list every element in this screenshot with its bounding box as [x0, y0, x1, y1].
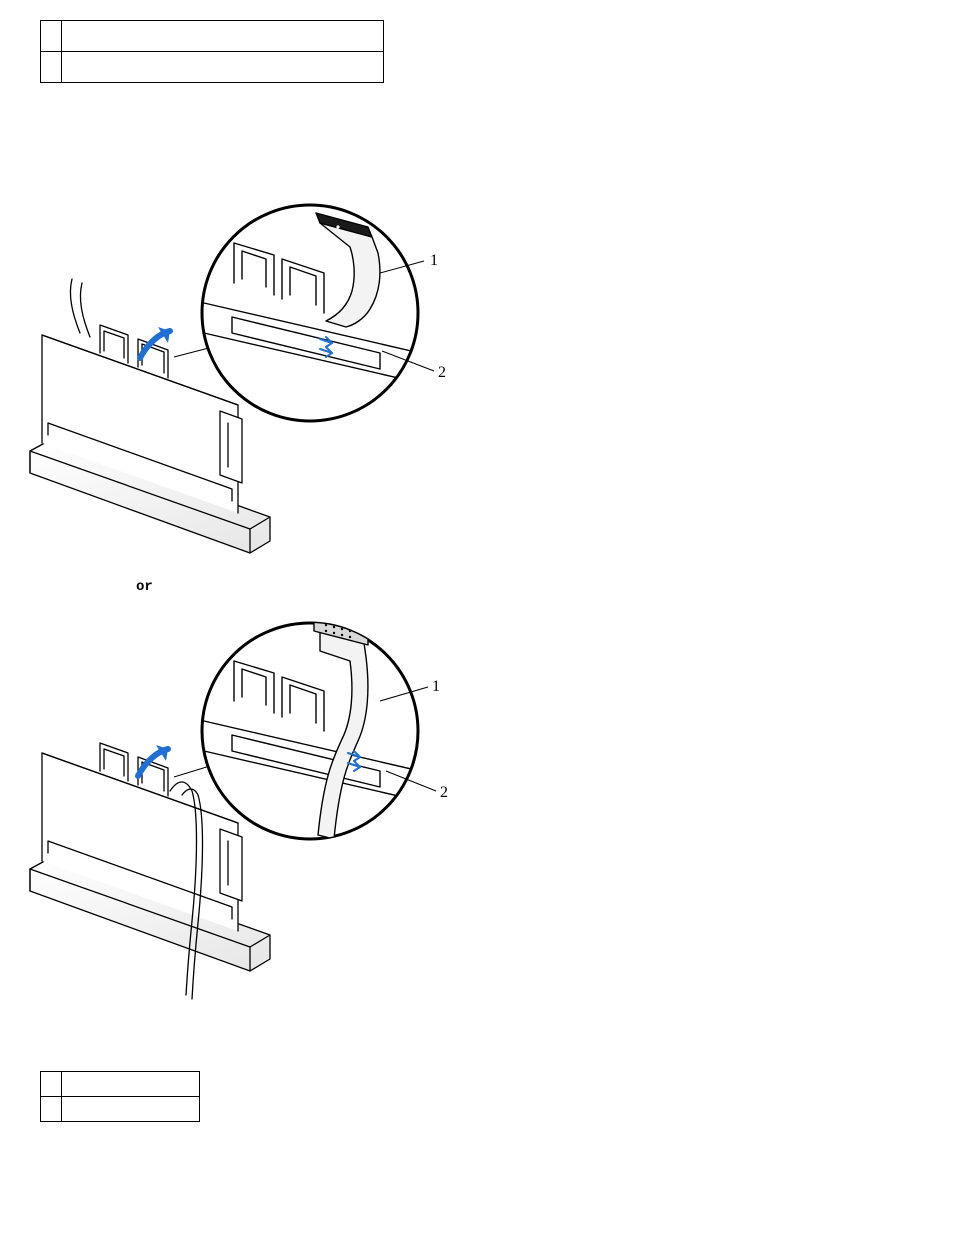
table-cell [41, 21, 62, 52]
callout-label: 1 [430, 252, 438, 269]
table-row [41, 52, 384, 83]
table-cell [62, 21, 384, 52]
figure-bottom: 1 2 [20, 601, 460, 1001]
callout-label: 2 [440, 784, 448, 801]
magnifier-inset [202, 611, 420, 839]
figure-top: 1 2 [20, 183, 460, 573]
callout-label: 2 [438, 364, 446, 381]
bottom-empty-table [40, 1071, 200, 1122]
or-separator: or [136, 579, 924, 595]
table-row [41, 1072, 200, 1097]
top-empty-table [40, 20, 384, 83]
table-row [41, 1097, 200, 1122]
table-cell [62, 52, 384, 83]
figure-top-svg: 1 2 [20, 183, 460, 573]
table-cell [62, 1097, 200, 1122]
table-cell [41, 1072, 62, 1097]
figure-bottom-svg: 1 2 [20, 601, 460, 1001]
table-row [41, 21, 384, 52]
table-cell [41, 52, 62, 83]
table-cell [41, 1097, 62, 1122]
table-cell [62, 1072, 200, 1097]
callout-label: 1 [432, 678, 440, 695]
figure-group: 1 2 or [40, 183, 924, 1001]
page: 1 2 or [0, 0, 954, 1235]
magnifier-inset [202, 205, 420, 421]
